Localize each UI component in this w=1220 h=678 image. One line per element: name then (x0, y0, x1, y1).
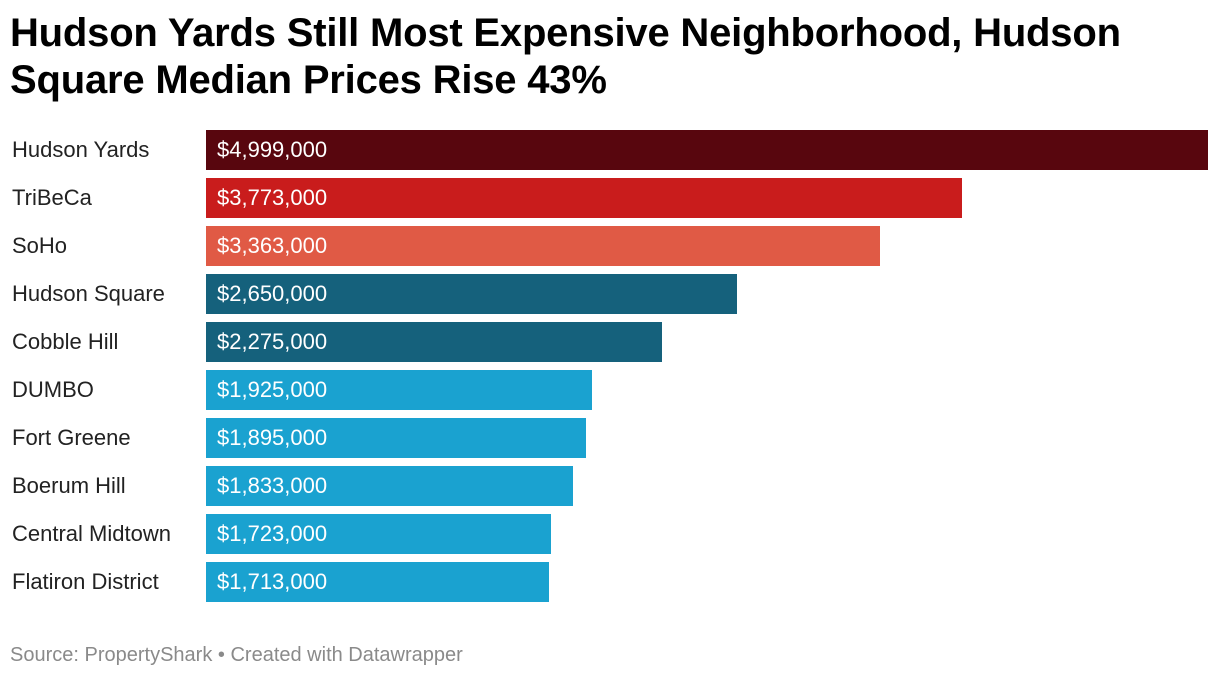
bar-value-label: $2,275,000 (217, 329, 328, 354)
category-label: Central Midtown (12, 521, 171, 546)
bar (206, 514, 551, 554)
bar (206, 178, 962, 218)
category-label: Boerum Hill (12, 473, 126, 498)
footer-separator: • (217, 644, 225, 666)
bar-row: Boerum Hill $1,833,000 (0, 466, 1220, 506)
bar-value-label: $1,713,000 (217, 569, 328, 594)
category-label: Hudson Square (12, 281, 165, 306)
bar-value-label: $1,895,000 (217, 425, 328, 450)
chart-title: Hudson Yards Still Most Expensive Neighb… (10, 11, 1121, 102)
bar (206, 322, 662, 362)
category-label: DUMBO (12, 377, 94, 402)
bar-row: SoHo $3,363,000 (0, 226, 1220, 266)
bar (206, 130, 1208, 170)
bar (206, 562, 549, 602)
bar-row: Hudson Square $2,650,000 (0, 274, 1220, 314)
bar-row: DUMBO $1,925,000 (0, 370, 1220, 410)
category-label: Hudson Yards (12, 137, 150, 162)
category-label: TriBeCa (12, 185, 92, 210)
category-label: Cobble Hill (12, 329, 119, 354)
bar-value-label: $2,650,000 (217, 281, 328, 306)
category-label: Flatiron District (12, 569, 159, 594)
source-note: Source: PropertyShark (10, 644, 213, 666)
category-label: Fort Greene (12, 425, 131, 450)
bar-row: Hudson Yards $4,999,000 (0, 130, 1220, 170)
bar-row: Central Midtown $1,723,000 (0, 514, 1220, 554)
bar-row: Flatiron District $1,713,000 (0, 562, 1220, 602)
bar (206, 418, 586, 458)
bar (206, 274, 737, 314)
bar-value-label: $1,723,000 (217, 521, 328, 546)
bar-value-label: $4,999,000 (217, 137, 328, 162)
category-label: SoHo (12, 233, 68, 258)
credit-link[interactable]: Created with Datawrapper (230, 644, 463, 666)
bar-value-label: $1,833,000 (217, 473, 328, 498)
chart-footer: Source: PropertyShark • Created with Dat… (10, 642, 463, 668)
bar (206, 226, 880, 266)
bar (206, 466, 573, 506)
bar-row: Fort Greene $1,895,000 (0, 418, 1220, 458)
bar-value-label: $3,363,000 (217, 233, 328, 258)
bar-row: TriBeCa $3,773,000 (0, 178, 1220, 218)
bar-value-label: $1,925,000 (217, 377, 328, 402)
bar-value-label: $3,773,000 (217, 185, 328, 210)
bar (206, 370, 592, 410)
bar-row: Cobble Hill $2,275,000 (0, 322, 1220, 362)
